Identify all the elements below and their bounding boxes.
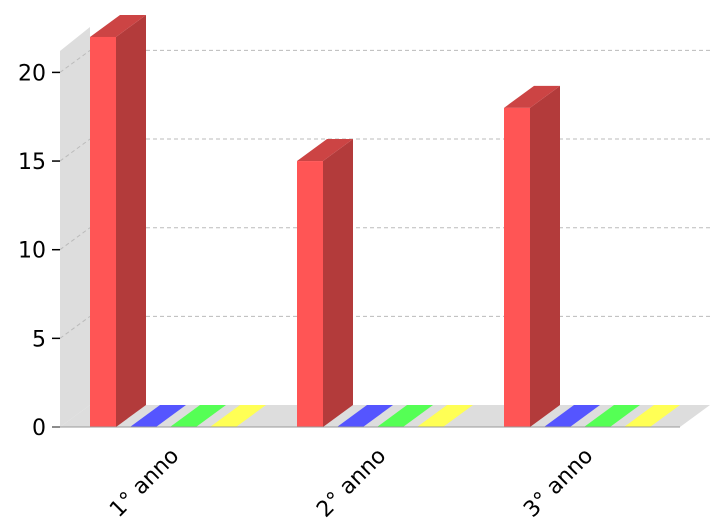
grid-line-wall (59, 138, 91, 162)
bar (90, 36, 116, 427)
bar-top (297, 139, 353, 162)
y-axis: 0 5 10 15 20 (18, 61, 60, 441)
y-tick-label: 0 (32, 416, 46, 441)
bar (210, 405, 266, 427)
bar-side (530, 85, 560, 428)
bar (584, 405, 640, 427)
bar (417, 405, 473, 427)
grid-line-wall (59, 315, 91, 339)
bars (90, 14, 680, 428)
bar-side (323, 139, 353, 428)
bar-top (90, 14, 146, 37)
y-tick-label: 10 (18, 239, 46, 264)
x-tick-label: 1° anno (105, 444, 184, 523)
x-tick-label: 2° anno (312, 444, 391, 523)
y-tick-label: 5 (32, 327, 46, 352)
grid-line-wall (59, 49, 91, 73)
bar (504, 107, 530, 428)
x-axis: 1° anno 2° anno 3° anno (52, 426, 680, 523)
bar-top (504, 85, 560, 108)
grid-line-wall (59, 227, 91, 251)
bar (170, 405, 226, 427)
bar (130, 405, 186, 427)
bar (337, 405, 393, 427)
chart-walls (60, 26, 710, 427)
bar (377, 405, 433, 427)
grid-lines (59, 49, 710, 339)
y-tick-label: 15 (18, 150, 46, 175)
bar-side (116, 14, 146, 427)
bar (624, 405, 680, 427)
bar (297, 161, 323, 428)
left-wall (60, 26, 90, 427)
x-tick-label: 3° anno (519, 444, 598, 523)
y-tick-label: 20 (18, 61, 46, 86)
bar (544, 405, 600, 427)
